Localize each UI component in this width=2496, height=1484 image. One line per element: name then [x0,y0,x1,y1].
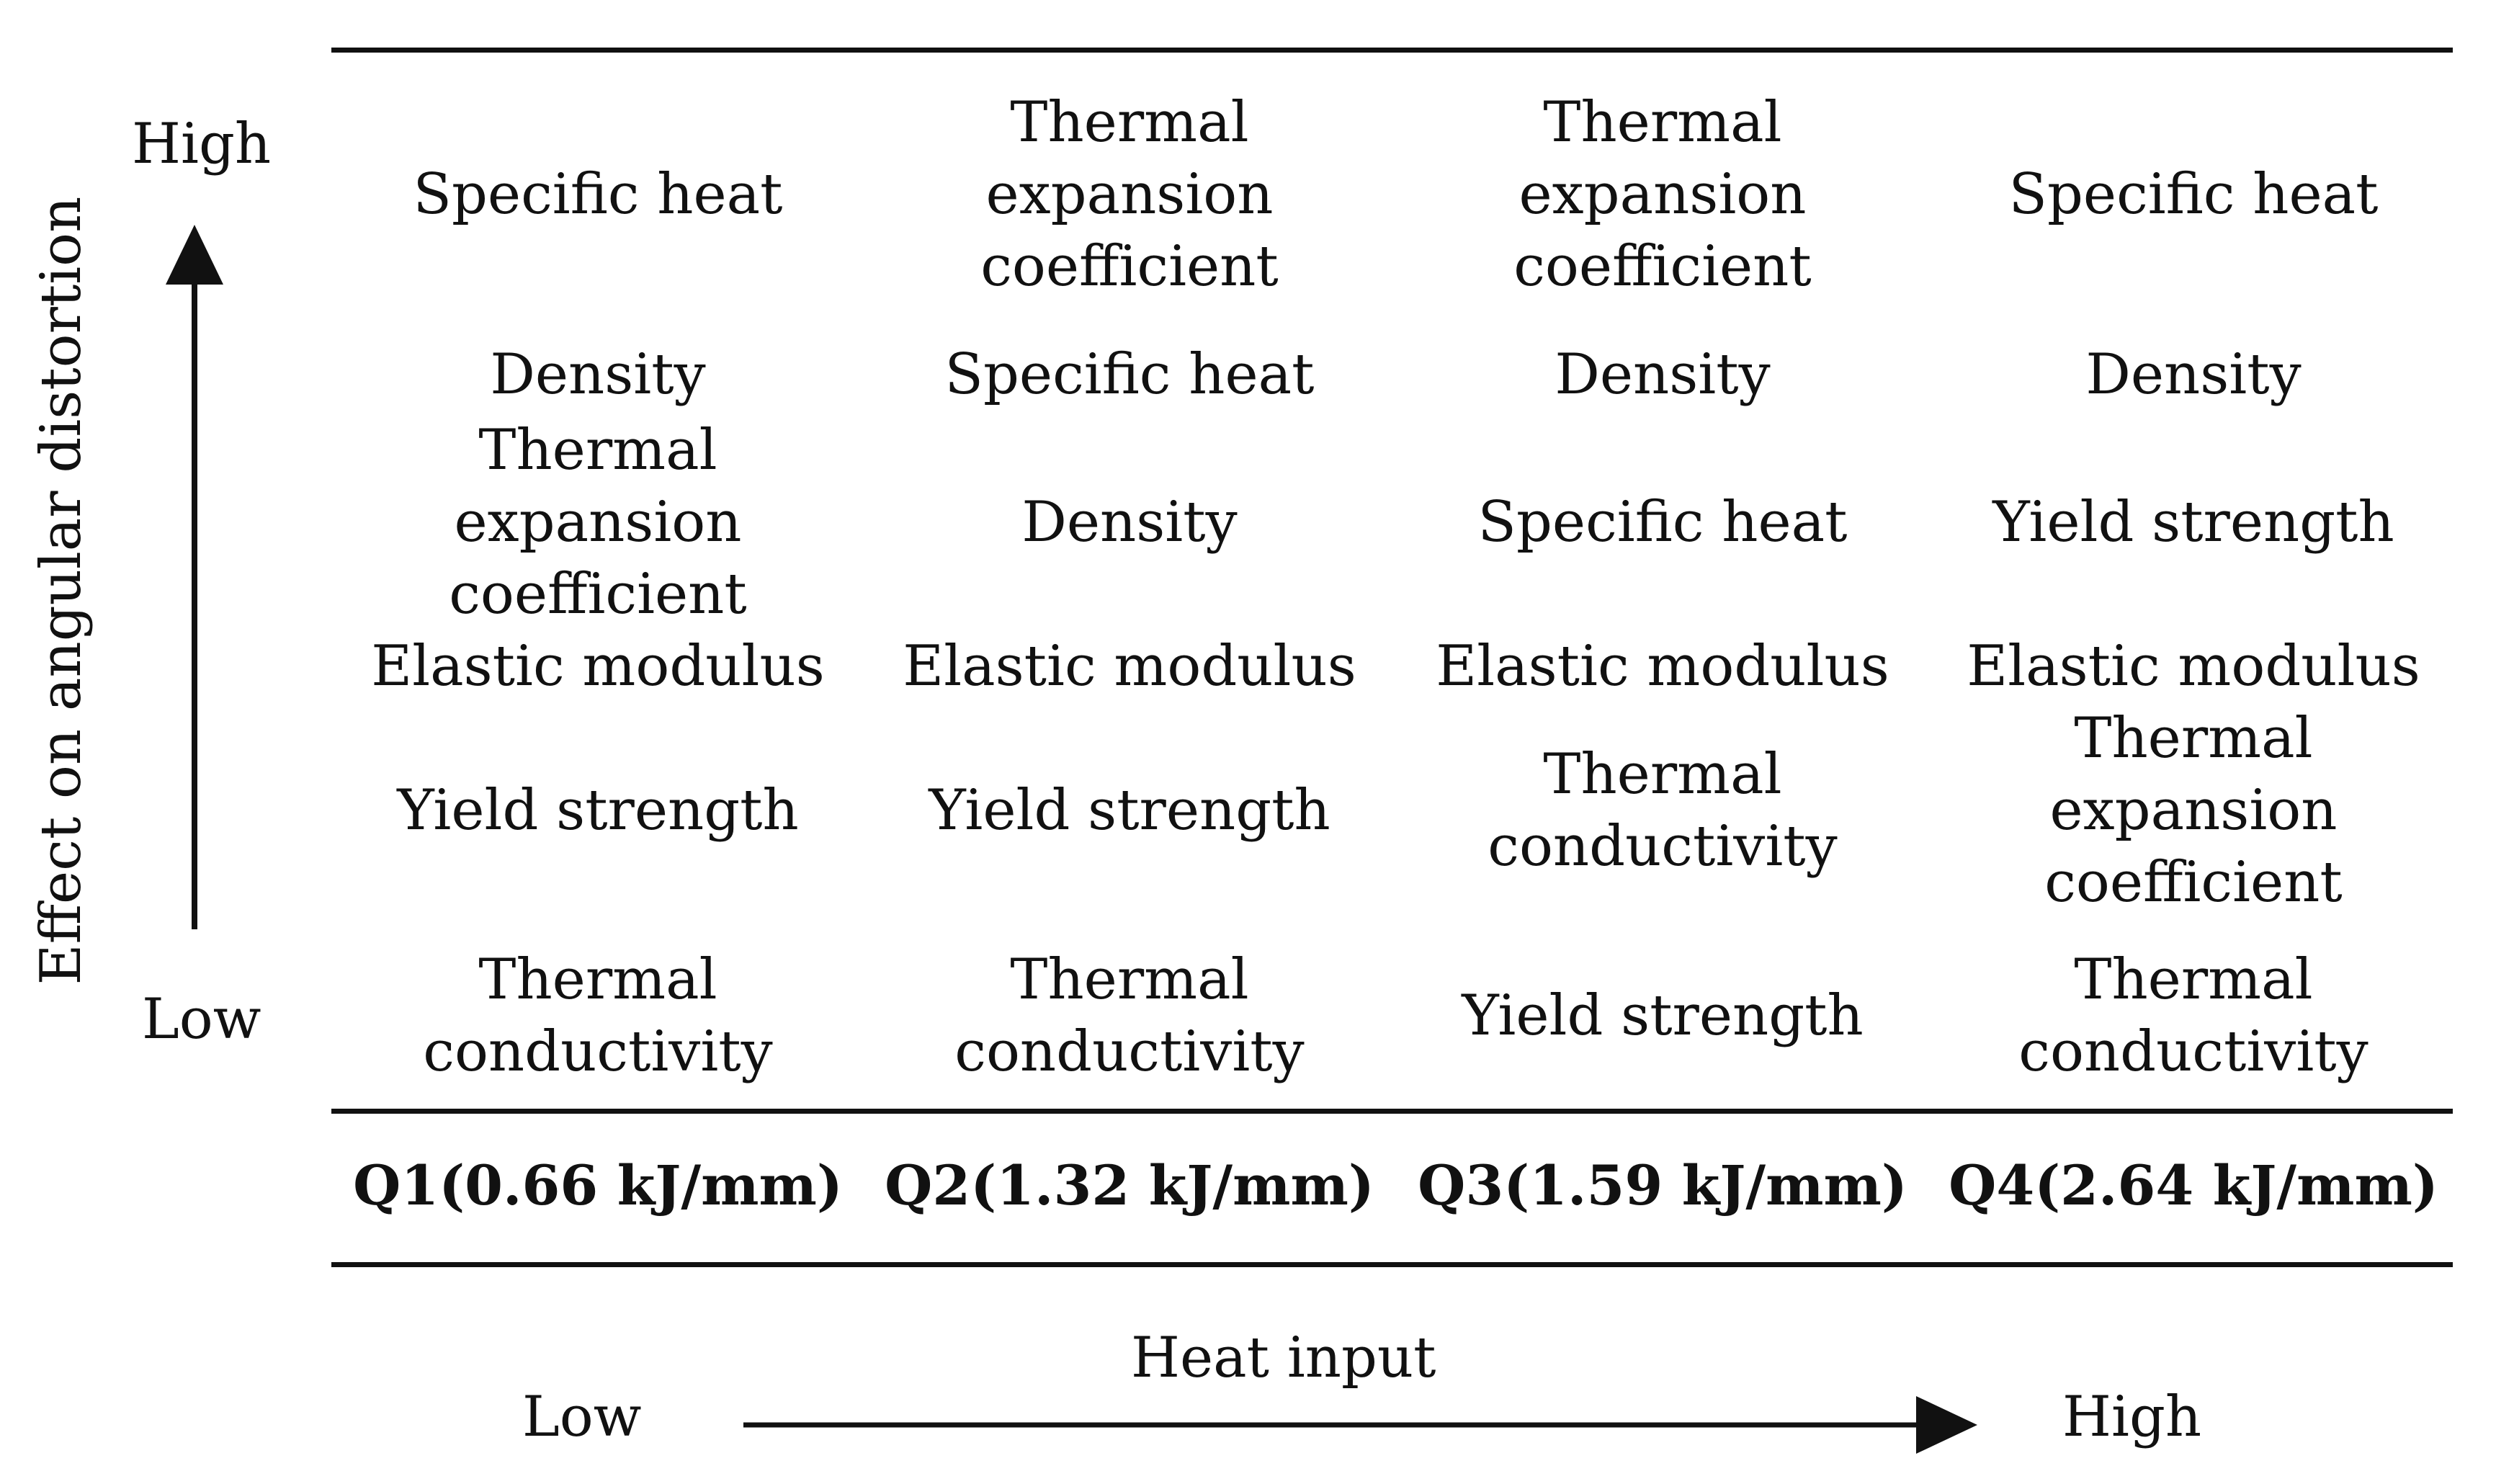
x-axis-low-label: Low [522,1385,642,1449]
ranking-cell: Specific heat [1477,490,1848,555]
y-axis-low-label: Low [142,987,261,1052]
heat-input-label: Q2(1.32 kJ/mm) [885,1153,1374,1217]
ranking-cell: Specific heat [2008,162,2379,227]
ranking-cell: Density [490,342,706,407]
ranking-cell: Elastic modulus [1436,634,1889,699]
heat-input-label: Q4(2.64 kJ/mm) [1949,1153,2438,1217]
ranking-cell: Thermal expansion coefficient [2044,706,2343,915]
ranking-cell: Yield strength [1462,983,1864,1048]
ranking-cell: Thermal expansion coefficient [449,418,747,627]
y-axis-arrow-head [166,225,223,285]
ranking-cell: Specific heat [944,342,1315,407]
ranking-cell: Density [1021,490,1238,555]
ranking-cell: Thermal conductivity [954,947,1305,1084]
x-axis-arrow-head [1916,1396,1977,1454]
ranking-cell: Thermal conductivity [1488,742,1838,879]
ranking-cell: Density [2085,342,2302,407]
ranking-cell: Elastic modulus [1967,634,2420,699]
ranking-cell: Thermal conductivity [423,947,773,1084]
ranking-cell: Elastic modulus [371,634,825,699]
top-rule [331,48,2453,53]
heat-input-label: Q3(1.59 kJ/mm) [1418,1153,1907,1217]
x-axis-title: Heat input [1131,1326,1436,1390]
bottom-rule [331,1262,2453,1267]
x-axis-high-label: High [2062,1385,2202,1449]
ranking-cell: Yield strength [397,778,799,843]
ranking-cell: Specific heat [413,162,783,227]
ranking-cell: Thermal expansion coefficient [980,90,1279,299]
middle-rule [331,1109,2453,1114]
ranking-cell: Thermal conductivity [2018,947,2368,1084]
ranking-cell: Elastic modulus [903,634,1356,699]
ranking-cell: Yield strength [929,778,1330,843]
y-axis-high-label: High [132,112,272,176]
ranking-cell: Density [1555,342,1771,407]
ranking-cell: Yield strength [1992,490,2394,555]
heat-input-label: Q1(0.66 kJ/mm) [353,1153,843,1217]
ranking-cell: Thermal expansion coefficient [1513,90,1812,299]
